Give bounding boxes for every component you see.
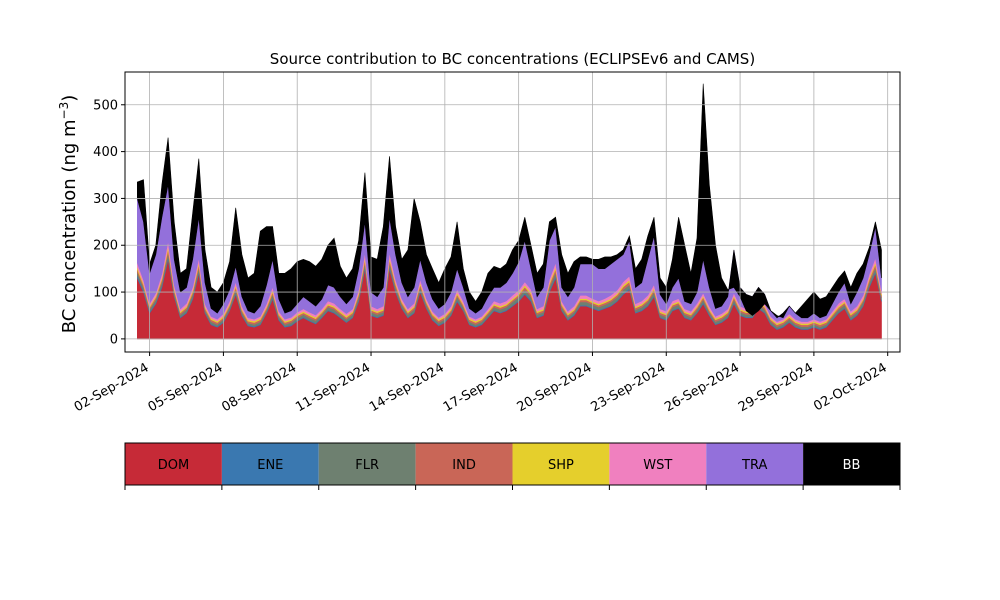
legend-swatch-shp [512, 443, 610, 485]
y-tick-label: 300 [93, 192, 118, 207]
x-tick-label: 17-Sep-2024 [441, 360, 521, 415]
x-tick-label: 29-Sep-2024 [736, 360, 816, 415]
x-tick-label: 26-Sep-2024 [662, 360, 742, 415]
x-tick-label: 08-Sep-2024 [219, 360, 299, 415]
x-tick-label: 14-Sep-2024 [367, 360, 447, 415]
y-tick-label: 400 [93, 145, 118, 160]
legend-label-ind: IND [452, 458, 476, 473]
legend-swatch-tra [706, 443, 804, 485]
y-tick-label: 0 [110, 332, 118, 347]
legend-swatch-wst [609, 443, 707, 485]
legend-colorbar: DOM ENE FLR IND SHP WST TRA BB [124, 442, 901, 490]
x-tick-label: 05-Sep-2024 [146, 360, 226, 415]
legend-swatch-ind [415, 443, 513, 485]
y-axis: 0 100 200 300 400 500 [93, 98, 125, 347]
y-axis-label-close: ) [59, 95, 80, 102]
y-axis-label-main: BC concentration (ng m [59, 119, 80, 333]
legend-label-tra: TRA [741, 458, 767, 473]
legend-swatch-flr [318, 443, 416, 485]
y-tick-label: 500 [93, 98, 118, 113]
x-tick-label: 23-Sep-2024 [588, 360, 668, 415]
y-axis-label-sup: −3 [57, 102, 71, 120]
legend-swatch-ene [221, 443, 319, 485]
x-tick-label: 02-Sep-2024 [72, 360, 152, 415]
x-tick-label: 11-Sep-2024 [293, 360, 373, 415]
y-tick-label: 100 [93, 286, 118, 301]
y-tick-label: 200 [93, 239, 118, 254]
area-series-bb [137, 83, 882, 319]
legend-label-ene: ENE [257, 458, 283, 473]
legend-label-dom: DOM [158, 458, 189, 473]
legend-label-shp: SHP [548, 458, 574, 473]
legend-label-flr: FLR [355, 458, 379, 473]
x-axis: 02-Sep-202405-Sep-202408-Sep-202411-Sep-… [72, 352, 890, 415]
x-tick-label: 20-Sep-2024 [515, 360, 595, 415]
legend-label-wst: WST [643, 458, 672, 473]
legend-swatch-dom [125, 443, 222, 485]
plot-frame [124, 71, 901, 353]
plot-area [124, 71, 901, 353]
x-tick-label: 02-Oct-2024 [811, 360, 889, 414]
chart-title: Source contribution to BC concentrations… [270, 50, 755, 68]
legend-swatch-bb [803, 443, 900, 485]
legend-label-bb: BB [843, 458, 861, 473]
y-axis-label: BC concentration (ng m−3) [57, 95, 80, 334]
